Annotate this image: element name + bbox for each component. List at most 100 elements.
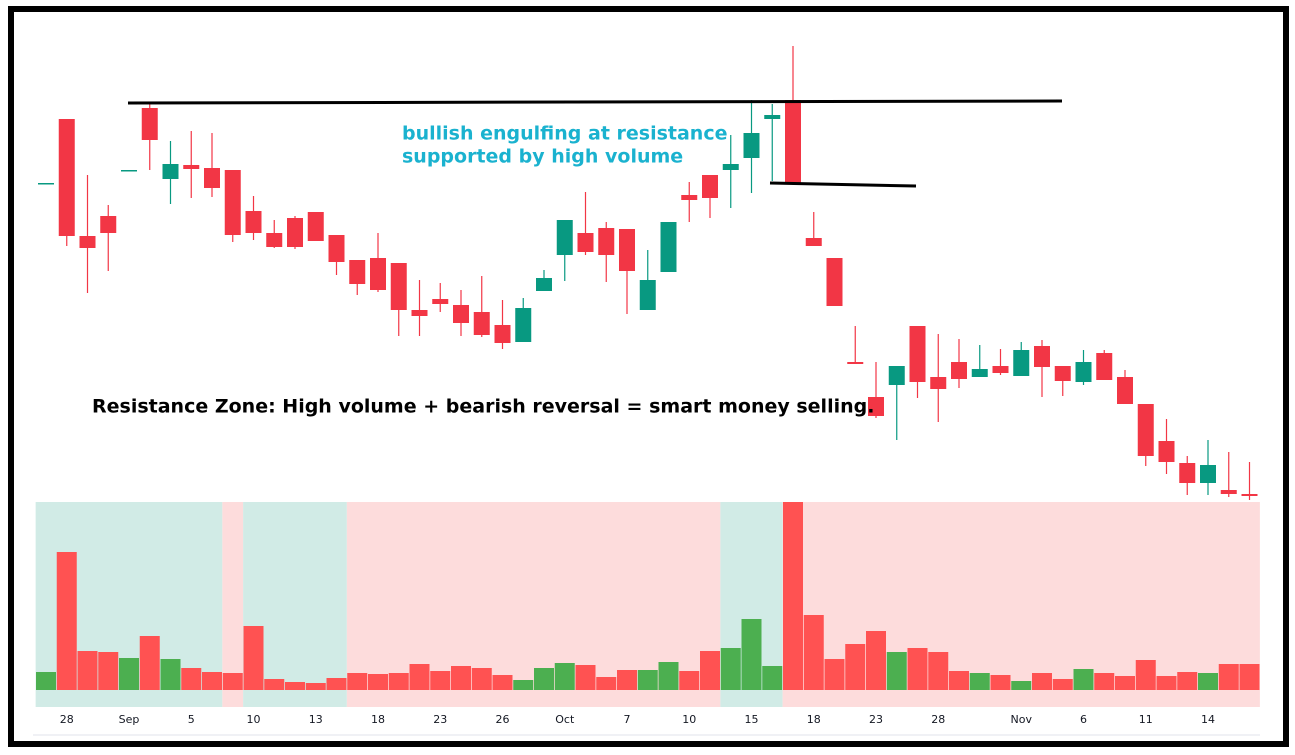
volume-bar <box>534 668 554 690</box>
candle-body <box>494 325 511 343</box>
candle-body <box>1158 441 1175 462</box>
volume-bar <box>77 651 98 690</box>
candle-body <box>722 164 739 170</box>
x-tick-label: 6 <box>1080 713 1087 726</box>
x-tick-label: 10 <box>682 713 696 726</box>
candle-body <box>1054 366 1071 381</box>
volume-bar <box>1032 673 1052 690</box>
candle-body <box>619 229 635 271</box>
candle-body <box>1117 377 1133 404</box>
candle-body <box>370 258 386 290</box>
volume-bar <box>430 671 451 690</box>
volume-bar <box>285 682 305 690</box>
volume-bar <box>139 636 160 690</box>
candle-body <box>58 119 75 236</box>
candle-body <box>183 165 200 169</box>
x-tick-label: 5 <box>188 713 195 726</box>
x-tick-label: 11 <box>1139 713 1153 726</box>
volume-bar <box>1218 664 1239 690</box>
candle-body <box>515 308 532 342</box>
volume-bar <box>762 666 783 690</box>
volume-bar <box>56 552 77 690</box>
x-tick-label: 14 <box>1201 713 1215 726</box>
volume-bar <box>907 648 928 690</box>
candle-body <box>266 233 283 247</box>
volume-bar <box>803 615 824 690</box>
candle-body <box>785 100 801 183</box>
x-tick-label: 13 <box>309 713 323 726</box>
volume-bar <box>1073 669 1094 690</box>
candle-body <box>660 222 677 272</box>
volume-bar <box>388 673 409 690</box>
candle-body <box>162 164 179 179</box>
volume-bar <box>866 631 886 690</box>
volume-zone <box>346 502 721 707</box>
volume-bar <box>36 672 56 690</box>
volume-bar <box>1239 664 1260 690</box>
x-tick-label: Nov <box>1011 713 1033 726</box>
annotation: supported by high volume <box>402 146 683 168</box>
resistance-line <box>127 99 1063 105</box>
candle-body <box>328 235 345 262</box>
candle-body <box>598 228 615 255</box>
candle-body <box>204 168 220 188</box>
candle-body <box>224 170 241 235</box>
candle-body <box>536 278 552 291</box>
volume-bar <box>305 683 326 690</box>
support-line <box>769 181 917 188</box>
x-tick-label: 7 <box>624 713 631 726</box>
candle-body <box>805 238 822 246</box>
annotation: bullish engulfing at resistance <box>402 123 727 145</box>
candle-body <box>577 233 594 252</box>
volume-bar <box>1052 679 1073 690</box>
volume-bar <box>98 652 119 690</box>
volume-zone <box>222 502 244 707</box>
volume-bar <box>1011 681 1032 690</box>
volume-bar <box>119 658 139 690</box>
x-tick-label: 28 <box>931 713 945 726</box>
x-axis: 28 Sep 5 10 13 18 23 26 Oct 7 10 15 18 23 28 Nov 6 11 14 <box>60 713 1215 726</box>
volume-bar <box>326 678 347 690</box>
volume-bar <box>596 677 617 690</box>
candle-body <box>1013 350 1030 376</box>
volume-bar <box>969 673 990 690</box>
volume-bar <box>347 673 368 690</box>
volume-bar <box>471 668 492 690</box>
volume-bar <box>990 675 1011 690</box>
candle-body <box>307 212 324 241</box>
volume-bar <box>1094 673 1115 690</box>
volume-bar <box>637 670 658 690</box>
candle-body <box>888 366 905 385</box>
candle-body <box>1034 346 1050 367</box>
volume-bars <box>36 502 1260 690</box>
volume-bar <box>1198 673 1218 690</box>
volume-bar <box>160 659 181 690</box>
volume-bar <box>368 674 388 690</box>
volume-bar <box>741 619 762 690</box>
x-tick-label: 23 <box>433 713 447 726</box>
candle-body <box>847 362 864 364</box>
candle-body <box>992 366 1009 373</box>
candle-body <box>141 108 158 140</box>
volume-bar <box>202 672 222 690</box>
candle-body <box>121 170 137 172</box>
volume-bar <box>1156 676 1177 690</box>
candle-body <box>79 236 96 248</box>
x-tick-label: Oct <box>555 713 575 726</box>
candle-body <box>951 362 967 379</box>
candle-body <box>432 299 449 304</box>
x-tick-label: 23 <box>869 713 883 726</box>
candle-body <box>245 211 262 233</box>
volume-bar <box>492 675 513 690</box>
volume-bar <box>783 502 803 690</box>
candle-body <box>287 218 303 247</box>
candle-body <box>1075 362 1092 382</box>
candle-body <box>1220 490 1237 494</box>
volume-bar <box>658 662 679 690</box>
volume-bar <box>243 626 264 690</box>
candle-body <box>909 326 926 382</box>
candle-body <box>702 175 718 198</box>
candle-body <box>1096 353 1113 380</box>
volume-bar <box>575 665 596 690</box>
